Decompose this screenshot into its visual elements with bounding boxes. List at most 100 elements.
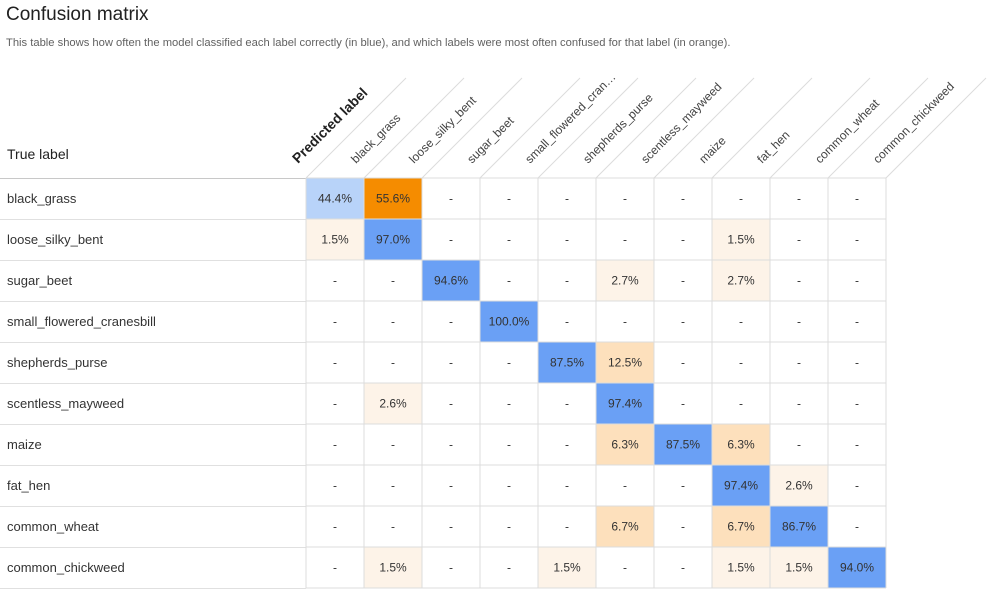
cell-value-label: - — [507, 397, 511, 411]
cell-value-label: - — [681, 315, 685, 329]
row-label: small_flowered_cranesbill — [7, 314, 156, 329]
cell-value-label: - — [855, 315, 859, 329]
matrix-cell — [712, 260, 770, 301]
cell-value-label: - — [855, 192, 859, 206]
cell-value-label: - — [333, 520, 337, 534]
header-divider — [0, 178, 306, 179]
row-divider — [0, 219, 306, 220]
header-diagonal-line — [479, 77, 581, 179]
cell-value-label: - — [623, 192, 627, 206]
matrix-cell — [538, 342, 596, 383]
row-label: sugar_beet — [7, 273, 73, 288]
matrix-cell — [596, 342, 654, 383]
cell-value-label: 1.5% — [727, 233, 755, 247]
cell-value-label: - — [681, 274, 685, 288]
cell-value-label: - — [681, 479, 685, 493]
cell-value-label: - — [681, 520, 685, 534]
cell-value-label: 94.0% — [840, 561, 874, 575]
cell-value-label: - — [797, 397, 801, 411]
matrix-cell — [422, 260, 480, 301]
row-divider — [0, 260, 306, 261]
cell-value-label: 6.7% — [727, 520, 755, 534]
row-divider — [0, 588, 306, 589]
cell-value-label: 1.5% — [379, 561, 407, 575]
cell-value-label: - — [797, 356, 801, 370]
cell-value-label: - — [739, 397, 743, 411]
cell-value-label: - — [333, 438, 337, 452]
cell-value-label: - — [623, 315, 627, 329]
cell-value-label: - — [391, 356, 395, 370]
cell-value-label: - — [565, 315, 569, 329]
cell-value-label: - — [507, 192, 511, 206]
cell-value-label: - — [507, 274, 511, 288]
true-label-header: True label — [7, 146, 69, 162]
cell-value-label: 1.5% — [785, 561, 813, 575]
cell-value-label: 2.7% — [727, 274, 755, 288]
cell-value-label: 12.5% — [608, 356, 642, 370]
matrix-cell — [596, 383, 654, 424]
matrix-cell — [770, 547, 828, 588]
cell-value-label: - — [623, 479, 627, 493]
cell-value-label: - — [449, 233, 453, 247]
matrix-cell — [538, 547, 596, 588]
cell-value-label: - — [797, 192, 801, 206]
cell-value-label: - — [855, 520, 859, 534]
cell-value-label: - — [565, 233, 569, 247]
row-label: shepherds_purse — [7, 355, 108, 370]
cell-value-label: - — [449, 356, 453, 370]
cell-value-label: 87.5% — [666, 438, 700, 452]
header-diagonal-line — [653, 77, 755, 179]
cell-value-label: 1.5% — [553, 561, 581, 575]
row-divider — [0, 383, 306, 384]
cell-value-label: - — [855, 356, 859, 370]
cell-value-label: - — [681, 233, 685, 247]
cell-value-label: 86.7% — [782, 520, 816, 534]
cell-value-label: 100.0% — [489, 315, 530, 329]
cell-value-label: - — [855, 274, 859, 288]
cell-value-label: - — [797, 315, 801, 329]
cell-value-label: - — [333, 356, 337, 370]
cell-value-label: - — [449, 315, 453, 329]
matrix-cell — [596, 424, 654, 465]
cell-value-label: - — [739, 356, 743, 370]
cell-value-label: - — [391, 479, 395, 493]
cell-value-label: 2.6% — [785, 479, 813, 493]
matrix-cell — [712, 506, 770, 547]
cell-value-label: 6.3% — [611, 438, 639, 452]
cell-value-label: - — [681, 397, 685, 411]
column-label: maize — [696, 133, 729, 166]
cell-value-label: - — [333, 479, 337, 493]
cell-value-label: - — [739, 192, 743, 206]
cell-value-label: 2.7% — [611, 274, 639, 288]
cell-value-label: 97.4% — [724, 479, 758, 493]
matrix-cell — [480, 301, 538, 342]
cell-value-label: - — [681, 561, 685, 575]
matrix-cell — [712, 465, 770, 506]
cell-value-label: - — [623, 233, 627, 247]
matrix-cell — [712, 547, 770, 588]
cell-value-label: - — [797, 438, 801, 452]
matrix-cell — [770, 506, 828, 547]
page-title: Confusion matrix — [6, 4, 149, 25]
row-label: common_chickweed — [7, 560, 125, 575]
row-label: common_wheat — [7, 519, 99, 534]
cell-value-label: - — [855, 438, 859, 452]
row-label: scentless_mayweed — [7, 396, 125, 411]
cell-value-label: 1.5% — [321, 233, 349, 247]
row-label: loose_silky_bent — [7, 232, 104, 247]
cell-value-label: - — [855, 233, 859, 247]
cell-value-label: - — [565, 438, 569, 452]
matrix-cell — [770, 465, 828, 506]
cell-value-label: - — [507, 233, 511, 247]
cell-value-label: 87.5% — [550, 356, 584, 370]
cell-value-label: - — [681, 192, 685, 206]
cell-value-label: - — [565, 520, 569, 534]
cell-value-label: 94.6% — [434, 274, 468, 288]
matrix-cell — [712, 424, 770, 465]
matrix-cell — [306, 219, 364, 260]
cell-value-label: - — [507, 438, 511, 452]
cell-value-label: - — [797, 233, 801, 247]
cell-value-label: - — [565, 397, 569, 411]
header-diagonal-line — [595, 77, 697, 179]
